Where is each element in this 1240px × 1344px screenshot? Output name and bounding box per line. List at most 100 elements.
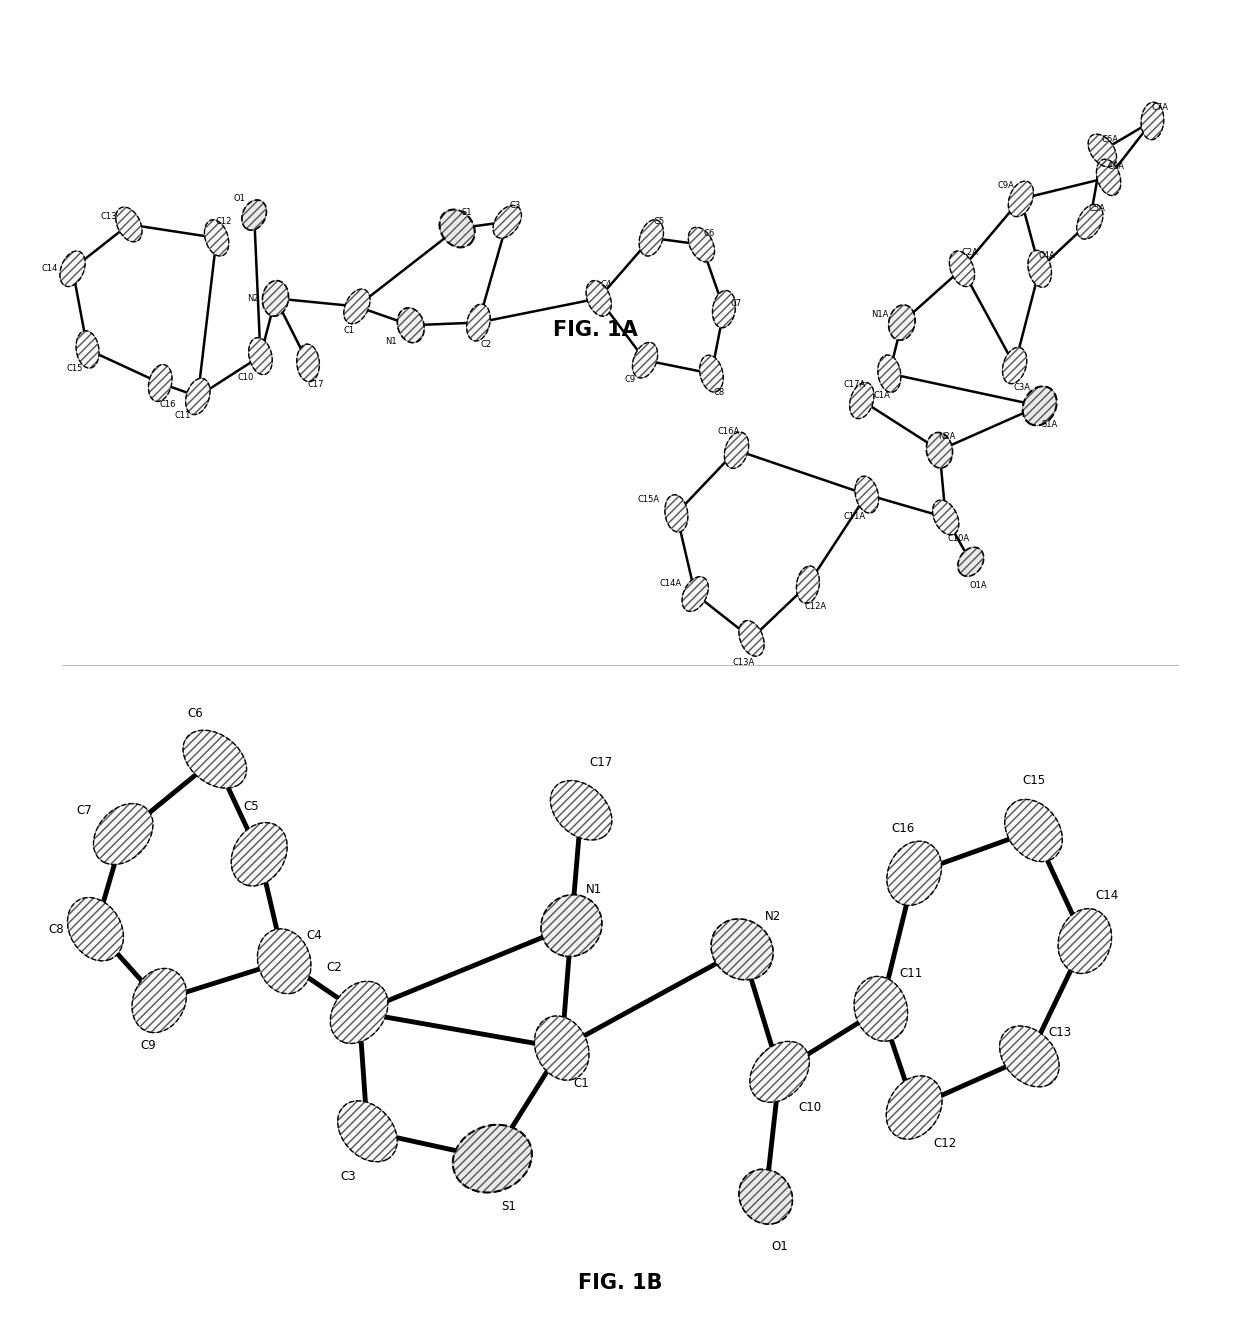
Text: C8: C8 <box>48 923 64 935</box>
Ellipse shape <box>926 433 952 468</box>
Ellipse shape <box>397 308 424 343</box>
Ellipse shape <box>889 305 915 340</box>
Text: C16: C16 <box>892 821 915 835</box>
Text: N1: N1 <box>585 883 601 896</box>
Text: C14: C14 <box>42 265 58 273</box>
Text: C12A: C12A <box>805 602 827 610</box>
Text: C14A: C14A <box>658 579 681 587</box>
Text: S1: S1 <box>463 208 472 216</box>
Ellipse shape <box>665 495 688 532</box>
Ellipse shape <box>1141 102 1164 140</box>
Ellipse shape <box>343 289 370 324</box>
Ellipse shape <box>67 898 124 961</box>
Text: C6: C6 <box>187 707 203 720</box>
Text: C16A: C16A <box>718 427 740 435</box>
Text: C15: C15 <box>67 364 83 372</box>
Text: N1A: N1A <box>870 310 888 319</box>
Text: C4: C4 <box>306 929 322 942</box>
Text: C14: C14 <box>1095 890 1118 902</box>
Text: N1: N1 <box>384 337 397 345</box>
Text: C13: C13 <box>1048 1025 1071 1039</box>
Text: S1A: S1A <box>1042 421 1058 429</box>
Text: N2: N2 <box>247 294 259 302</box>
Text: C10: C10 <box>237 374 254 382</box>
Ellipse shape <box>263 281 289 316</box>
Ellipse shape <box>1023 386 1056 426</box>
Ellipse shape <box>999 1025 1059 1087</box>
Text: C1: C1 <box>343 327 355 335</box>
Text: C2: C2 <box>480 340 491 348</box>
Ellipse shape <box>1004 800 1063 862</box>
Ellipse shape <box>957 547 983 577</box>
Ellipse shape <box>205 219 228 257</box>
Text: C9: C9 <box>140 1039 156 1052</box>
Text: C12: C12 <box>932 1137 956 1149</box>
Text: C8: C8 <box>713 388 724 396</box>
Text: C17: C17 <box>589 757 613 769</box>
Text: FIG. 1B: FIG. 1B <box>578 1273 662 1293</box>
Text: C8A: C8A <box>1107 163 1125 171</box>
Ellipse shape <box>878 355 901 392</box>
Text: C2A: C2A <box>961 249 978 257</box>
Text: C6: C6 <box>703 230 714 238</box>
Text: C7: C7 <box>730 300 742 308</box>
Ellipse shape <box>682 577 708 612</box>
Ellipse shape <box>439 210 475 247</box>
Ellipse shape <box>849 382 874 419</box>
Ellipse shape <box>337 1101 397 1161</box>
Text: C9: C9 <box>625 375 636 383</box>
Ellipse shape <box>699 355 723 392</box>
Ellipse shape <box>1096 159 1121 196</box>
Text: C3: C3 <box>510 202 521 210</box>
Ellipse shape <box>93 804 153 864</box>
Ellipse shape <box>950 251 975 286</box>
Text: C5: C5 <box>243 800 259 813</box>
Ellipse shape <box>1058 909 1111 973</box>
Ellipse shape <box>632 343 657 378</box>
Text: FIG. 1A: FIG. 1A <box>553 320 639 340</box>
Ellipse shape <box>131 969 187 1032</box>
Ellipse shape <box>551 781 611 840</box>
Ellipse shape <box>296 344 320 382</box>
Ellipse shape <box>1028 250 1052 288</box>
Ellipse shape <box>796 566 820 603</box>
Ellipse shape <box>887 1075 942 1140</box>
Ellipse shape <box>713 290 735 328</box>
Text: C9A: C9A <box>997 181 1014 190</box>
Ellipse shape <box>453 1125 532 1192</box>
Text: C17: C17 <box>308 380 324 388</box>
Ellipse shape <box>186 378 210 415</box>
Ellipse shape <box>258 929 311 993</box>
Text: C12: C12 <box>216 218 232 226</box>
Text: C17A: C17A <box>843 380 866 388</box>
Ellipse shape <box>534 1016 589 1081</box>
Text: C16: C16 <box>160 401 176 409</box>
Ellipse shape <box>149 364 172 402</box>
Ellipse shape <box>856 476 879 513</box>
Text: C11: C11 <box>900 966 923 980</box>
Text: C5: C5 <box>653 218 665 226</box>
Text: C4A: C4A <box>1039 251 1055 259</box>
Ellipse shape <box>887 841 941 906</box>
Text: C1A: C1A <box>873 391 890 399</box>
Ellipse shape <box>76 331 99 368</box>
Text: N2: N2 <box>765 910 781 922</box>
Text: C5A: C5A <box>1089 204 1106 212</box>
Text: C2: C2 <box>326 961 342 973</box>
Ellipse shape <box>231 823 288 886</box>
Ellipse shape <box>587 281 611 316</box>
Text: O1: O1 <box>233 195 246 203</box>
Ellipse shape <box>724 431 749 469</box>
Text: C3: C3 <box>340 1171 356 1183</box>
Text: C7: C7 <box>77 804 92 817</box>
Ellipse shape <box>739 1169 792 1224</box>
Ellipse shape <box>184 730 247 788</box>
Ellipse shape <box>639 219 663 257</box>
Ellipse shape <box>541 895 601 957</box>
Text: C10: C10 <box>799 1101 822 1114</box>
Ellipse shape <box>739 621 764 656</box>
Ellipse shape <box>1089 134 1116 167</box>
Text: C6A: C6A <box>1101 136 1118 144</box>
Text: O1: O1 <box>771 1241 787 1253</box>
Ellipse shape <box>1002 347 1027 384</box>
